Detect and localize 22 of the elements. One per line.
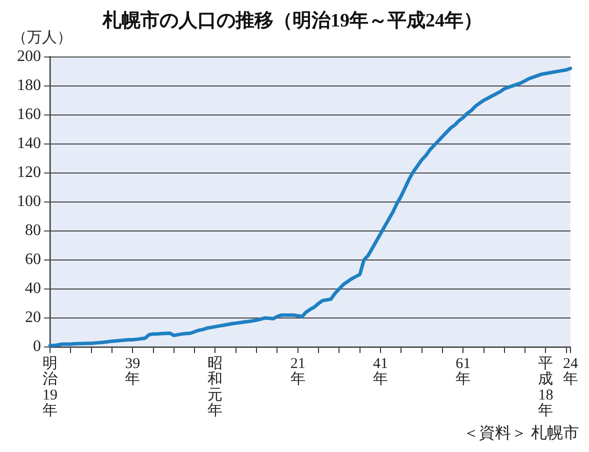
- text: ＜資料＞ 札幌市: [463, 424, 579, 442]
- y-tick-label: 140: [17, 135, 41, 152]
- y-tick-label: 100: [17, 193, 41, 210]
- chart-title: 札幌市の人口の推移（明治19年～平成24年）: [102, 9, 482, 32]
- y-tick-label: 20: [25, 309, 41, 326]
- x-tick-label: 21年: [290, 356, 306, 388]
- x-tick-label: 41年: [372, 356, 388, 388]
- y-tick-label: 200: [17, 48, 41, 66]
- y-tick-label: 120: [17, 164, 41, 182]
- y-axis-title: （万人）: [12, 30, 72, 46]
- x-tick-label: 24年: [563, 356, 578, 388]
- y-tick-label: 80: [25, 222, 41, 240]
- y-tick-label: 0: [33, 338, 41, 356]
- x-tick-label: 39年: [125, 356, 140, 388]
- x-tick-label: 61年: [456, 356, 471, 388]
- x-tick-label: 明治19年: [42, 356, 58, 420]
- y-tick-label: 60: [25, 251, 41, 268]
- y-tick-label: 40: [25, 280, 41, 298]
- y-tick-label: 160: [17, 106, 41, 124]
- x-tick-label: 平成18年: [538, 356, 554, 420]
- y-tick-label: 180: [17, 77, 41, 94]
- x-tick-label: 昭和元年: [208, 356, 223, 420]
